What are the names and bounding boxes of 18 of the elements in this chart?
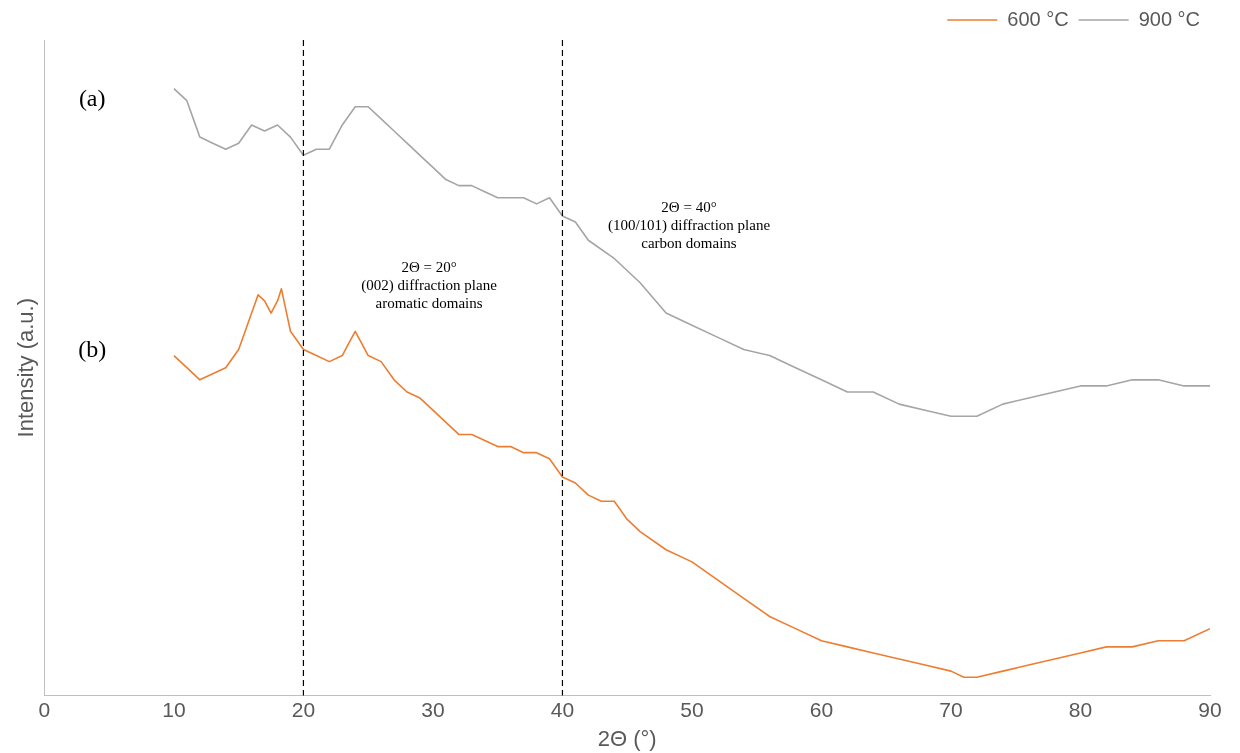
legend-label: 600 °C: [1007, 7, 1069, 30]
x-tick-label: 90: [1198, 697, 1222, 721]
x-axis-title: 2Θ (°): [597, 725, 657, 751]
annotation: (a): [78, 84, 106, 111]
x-tick-label: 10: [162, 697, 186, 721]
annotation: (b): [78, 335, 107, 362]
x-tick-label: 70: [939, 697, 963, 721]
x-tick-label: 80: [1068, 697, 1093, 721]
legend-label: 900 °C: [1138, 7, 1201, 30]
x-tick-label: 40: [550, 697, 575, 721]
x-tick-label: 60: [809, 697, 834, 721]
annotation: 2Θ = 20° (002) diffraction plane aromatic domains: [361, 259, 498, 312]
annotation: 2Θ = 40° (100/101) diffraction plane carbon domains: [607, 199, 771, 252]
y-axis-title: Intensity (a.u.): [13, 298, 39, 438]
x-tick-label: 0: [38, 697, 51, 721]
x-tick-label: 30: [421, 697, 445, 721]
x-tick-label: 50: [680, 697, 704, 721]
x-tick-label: 20: [291, 697, 316, 721]
